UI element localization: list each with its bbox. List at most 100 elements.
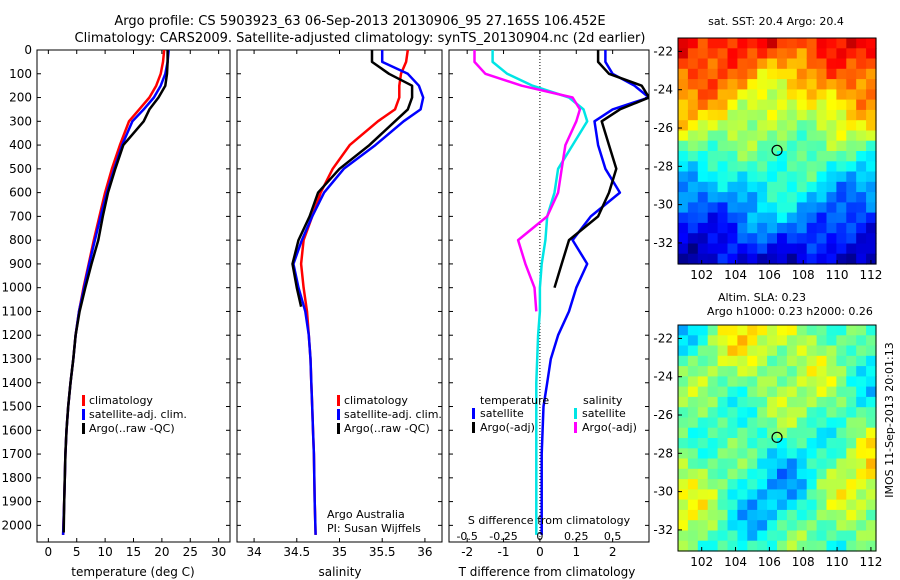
map-y-tick-label: -28 bbox=[653, 159, 673, 173]
heatmap-cell bbox=[846, 386, 857, 398]
heatmap-cell bbox=[717, 386, 729, 398]
heatmap-cell bbox=[747, 540, 758, 552]
heatmap-cell bbox=[697, 243, 709, 255]
heatmap-cell bbox=[856, 427, 867, 439]
heatmap-cell bbox=[767, 202, 778, 214]
heatmap-cell bbox=[826, 130, 837, 142]
x-tick-label: -1 bbox=[498, 545, 510, 559]
heatmap-cell bbox=[816, 489, 828, 501]
heatmap-cell bbox=[836, 407, 847, 419]
heatmap-cell bbox=[678, 499, 689, 511]
heatmap-cell bbox=[678, 335, 689, 347]
legend-swatch-satellite bbox=[337, 409, 340, 420]
heatmap-cell bbox=[747, 448, 758, 460]
heatmap-cell bbox=[678, 212, 689, 224]
heatmap-cell bbox=[747, 233, 758, 245]
heatmap-cell bbox=[767, 89, 778, 101]
heatmap-cell bbox=[767, 407, 778, 419]
heatmap-cell bbox=[836, 253, 847, 265]
y-tick-label: 500 bbox=[9, 162, 32, 176]
heatmap-cell bbox=[697, 120, 709, 132]
heatmap-cell bbox=[737, 499, 748, 511]
heatmap-cell bbox=[846, 448, 857, 460]
heatmap-cell bbox=[846, 212, 857, 224]
heatmap-cell bbox=[816, 79, 828, 90]
heatmap-cell bbox=[727, 243, 738, 255]
heatmap-cell bbox=[757, 243, 768, 255]
heatmap-cell bbox=[856, 335, 867, 347]
heatmap-cell bbox=[707, 345, 719, 357]
heatmap-cell bbox=[816, 130, 828, 142]
heatmap-cell bbox=[678, 222, 689, 234]
heatmap-cell bbox=[737, 161, 748, 173]
legend-title-temperature: temperature bbox=[480, 394, 549, 407]
heatmap-cell bbox=[678, 530, 689, 542]
heatmap-cell bbox=[856, 58, 867, 70]
heatmap-cell bbox=[826, 325, 837, 336]
heatmap-cell bbox=[796, 58, 808, 70]
heatmap-cell bbox=[806, 243, 818, 255]
heatmap-cell bbox=[826, 386, 837, 398]
heatmap-cell bbox=[678, 109, 689, 121]
heatmap-cell bbox=[747, 355, 758, 367]
heatmap-cell bbox=[866, 120, 877, 132]
heatmap-cell bbox=[826, 376, 837, 388]
heatmap-cell bbox=[816, 479, 828, 490]
heatmap-cell bbox=[737, 120, 748, 132]
heatmap-cell bbox=[687, 233, 699, 245]
heatmap-cell bbox=[777, 48, 788, 60]
heatmap-cell bbox=[687, 468, 699, 480]
legend-swatch-temp-argo bbox=[472, 422, 475, 433]
heatmap-cell bbox=[856, 386, 867, 398]
sla-map-title: Altim. SLA: 0.23 bbox=[718, 291, 806, 304]
heatmap-cell bbox=[777, 427, 788, 439]
heatmap-cell bbox=[786, 509, 798, 521]
heatmap-cell bbox=[796, 151, 808, 162]
y-tick-label: 1900 bbox=[1, 495, 32, 509]
heatmap-cell bbox=[786, 448, 798, 460]
series-line-satellite bbox=[540, 50, 649, 535]
heatmap-cell bbox=[777, 140, 788, 152]
heatmap-cell bbox=[717, 181, 729, 193]
heatmap-cell bbox=[707, 489, 719, 501]
heatmap-cell bbox=[757, 407, 768, 419]
heatmap-cell bbox=[717, 489, 729, 501]
heatmap-cell bbox=[687, 192, 699, 203]
heatmap-cell bbox=[826, 212, 837, 224]
heatmap-cell bbox=[836, 161, 847, 173]
heatmap-cell bbox=[737, 489, 748, 501]
map-y-tick-label: -26 bbox=[653, 121, 673, 135]
heatmap-cell bbox=[796, 233, 808, 245]
heatmap-cell bbox=[777, 489, 788, 501]
heatmap-cell bbox=[856, 130, 867, 142]
y-tick-label: 900 bbox=[9, 257, 32, 271]
heatmap-cell bbox=[697, 192, 709, 203]
heatmap-cell bbox=[687, 499, 699, 511]
heatmap-cell bbox=[707, 68, 719, 80]
sst-map-title: sat. SST: 20.4 Argo: 20.4 bbox=[708, 15, 844, 28]
heatmap-cell bbox=[737, 479, 748, 490]
x-tick-label: 10 bbox=[97, 545, 112, 559]
map-x-tick-label: 110 bbox=[826, 268, 849, 282]
heatmap-cell bbox=[856, 366, 867, 377]
heatmap-cell bbox=[678, 38, 689, 49]
heatmap-cell bbox=[707, 233, 719, 245]
heatmap-cell bbox=[757, 151, 768, 162]
heatmap-cell bbox=[727, 89, 738, 101]
heatmap-cell bbox=[717, 130, 729, 142]
heatmap-cell bbox=[757, 181, 768, 193]
heatmap-cell bbox=[786, 171, 798, 183]
map-x-tick-label: 104 bbox=[724, 268, 747, 282]
heatmap-cell bbox=[796, 458, 808, 470]
legend-swatch-climatology bbox=[82, 395, 85, 406]
heatmap-cell bbox=[806, 438, 818, 449]
heatmap-cell bbox=[856, 120, 867, 132]
heatmap-cell bbox=[826, 109, 837, 121]
heatmap-cell bbox=[786, 222, 798, 234]
heatmap-cell bbox=[737, 345, 748, 357]
heatmap-cell bbox=[767, 386, 778, 398]
heatmap-cell bbox=[717, 233, 729, 245]
heatmap-cell bbox=[777, 202, 788, 214]
heatmap-cell bbox=[767, 58, 778, 70]
heatmap-cell bbox=[816, 345, 828, 357]
